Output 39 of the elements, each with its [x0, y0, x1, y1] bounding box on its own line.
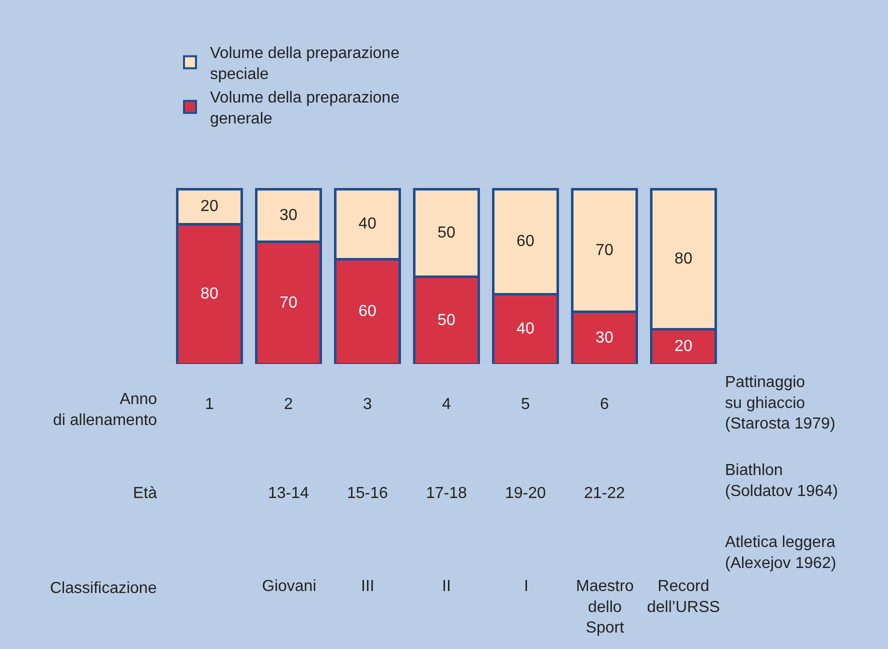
text: Anno di allenamento — [53, 391, 158, 429]
text: I — [524, 578, 528, 595]
data-label: 30 — [596, 329, 614, 346]
data-label: 60 — [358, 303, 376, 320]
data-label: 50 — [438, 224, 456, 242]
text: Età — [133, 485, 158, 502]
text: Record dell’URSS — [647, 578, 720, 616]
x-tick-label: 5 — [521, 396, 530, 413]
data-label: 30 — [280, 206, 298, 224]
data-label: 20 — [674, 338, 692, 356]
data-label: 50 — [438, 312, 456, 329]
data-label: 80 — [200, 286, 218, 303]
text: Pattinaggio su ghiaccio (Starosta 1979) — [725, 374, 836, 433]
x-tick-label: 3 — [363, 396, 372, 413]
x-tick-label: 4 — [442, 396, 452, 413]
text: II — [442, 578, 451, 595]
data-label: 40 — [358, 216, 376, 233]
text: 13-14 — [268, 485, 310, 502]
text: Giovani — [262, 578, 316, 595]
x-tick-label: 1 — [205, 396, 214, 413]
text: Maestro dello Sport — [576, 578, 634, 637]
x-tick-label: 2 — [284, 396, 294, 413]
text: 17-18 — [426, 485, 468, 502]
data-label: 60 — [516, 233, 534, 250]
data-label: 70 — [280, 294, 298, 312]
legend-label: Volume della preparazione generale — [210, 90, 400, 128]
text: 19-20 — [505, 485, 546, 502]
text: Atletica leggera (Alexejov 1962) — [725, 534, 836, 572]
text: 15-16 — [347, 485, 388, 502]
x-tick-label: 6 — [600, 396, 610, 413]
data-label: 20 — [200, 198, 218, 216]
data-label: 70 — [596, 242, 614, 259]
text: Classificazione — [50, 580, 157, 597]
text: 21-22 — [584, 485, 626, 502]
text: III — [361, 578, 374, 595]
text: Biathlon (Soldatov 1964) — [725, 462, 838, 500]
data-label: 40 — [516, 320, 534, 338]
legend-label: Volume della preparazione speciale — [210, 45, 400, 83]
data-label: 80 — [674, 250, 692, 268]
